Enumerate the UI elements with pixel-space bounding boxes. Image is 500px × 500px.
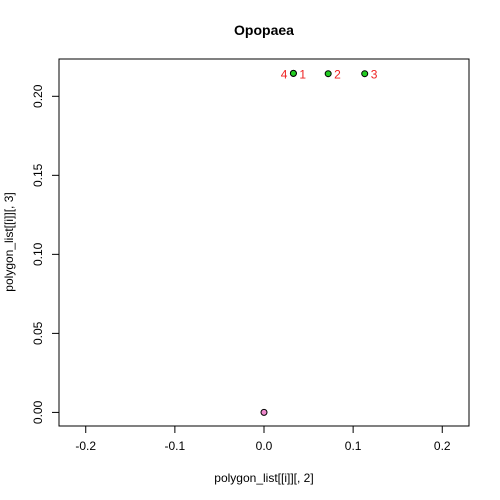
- x-axis: -0.2 -0.1 0.0 0.1 0.2: [75, 425, 451, 453]
- data-point: [361, 70, 369, 78]
- y-axis-label: polygon_list[[i]][, 3]: [2, 192, 16, 291]
- y-tick-label: 0.05: [31, 321, 45, 345]
- data-points: 1 2 3 4: [260, 67, 378, 416]
- x-tick-label: 0.1: [345, 439, 362, 453]
- point-label: 4: [281, 67, 288, 81]
- point-label: 1: [299, 67, 306, 81]
- chart-title: Opopaea: [234, 22, 294, 38]
- data-point: [260, 408, 268, 416]
- x-tick-label: -0.1: [165, 439, 186, 453]
- point-label: 3: [371, 68, 378, 82]
- y-tick-label: 0.00: [31, 400, 45, 424]
- data-point: [324, 70, 332, 78]
- y-tick-label: 0.15: [31, 163, 45, 187]
- x-tick-label: 0.0: [256, 439, 273, 453]
- y-tick-label: 0.10: [31, 242, 45, 266]
- x-tick-label: -0.2: [75, 439, 96, 453]
- plot-frame: [58, 58, 470, 427]
- data-point: [289, 69, 297, 77]
- x-axis-label: polygon_list[[i]][, 2]: [214, 471, 313, 485]
- y-tick-label: 0.20: [31, 84, 45, 108]
- point-label: 2: [334, 68, 341, 82]
- x-tick-label: 0.2: [434, 439, 451, 453]
- y-axis: 0.00 0.05 0.10 0.15 0.20: [31, 84, 60, 424]
